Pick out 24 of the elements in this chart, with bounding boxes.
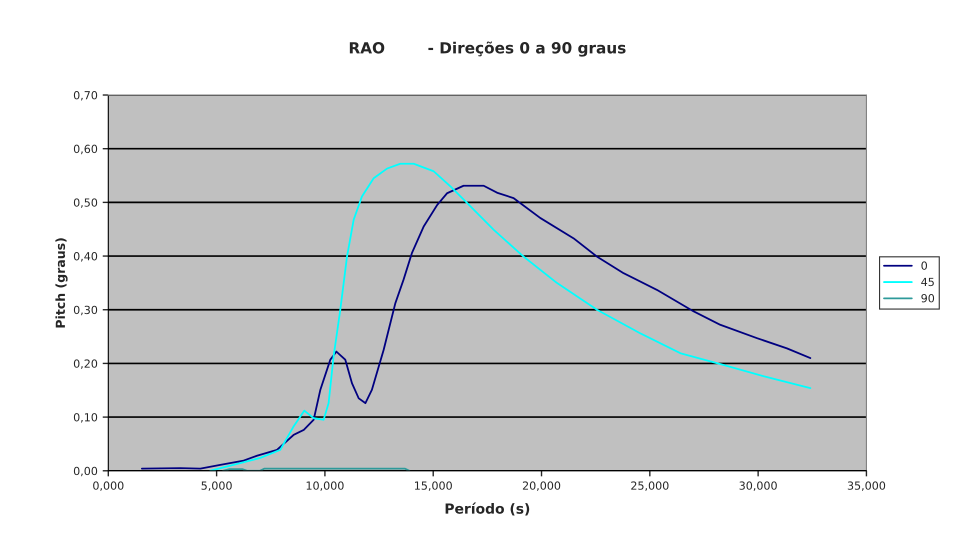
y-tick-label: 0,30 <box>74 306 98 316</box>
x-tick-label: 25,000 <box>631 481 669 491</box>
x-axis-title: Período (s) <box>446 502 530 516</box>
chart-title: RAO - Direções 0 a 90 graus <box>350 41 626 57</box>
x-tick-label: 20,000 <box>522 481 560 491</box>
legend-label: 45 <box>921 278 934 286</box>
x-tick-label: 5,000 <box>202 481 232 491</box>
y-tick-label: 0,20 <box>74 359 98 369</box>
x-tick-label: 35,000 <box>848 481 886 491</box>
y-tick-label: 0,70 <box>74 91 98 101</box>
legend-label: 0 <box>921 261 928 270</box>
x-tick-label: 15,000 <box>414 481 452 491</box>
x-tick-label: 0,000 <box>93 481 124 491</box>
y-tick-label: 0,00 <box>74 466 98 476</box>
line-series <box>140 184 812 470</box>
y-axis-title: Pitch (graus) <box>55 238 68 328</box>
x-tick-label: 30,000 <box>740 481 777 491</box>
y-tick-label: 0,10 <box>74 413 98 423</box>
line-series <box>209 162 812 471</box>
y-tick-label: 0,50 <box>74 198 98 208</box>
y-tick-label: 0,60 <box>74 144 98 154</box>
y-tick-label: 0,40 <box>74 252 98 262</box>
legend-label: 90 <box>921 294 934 302</box>
x-tick-label: 10,000 <box>306 481 344 491</box>
